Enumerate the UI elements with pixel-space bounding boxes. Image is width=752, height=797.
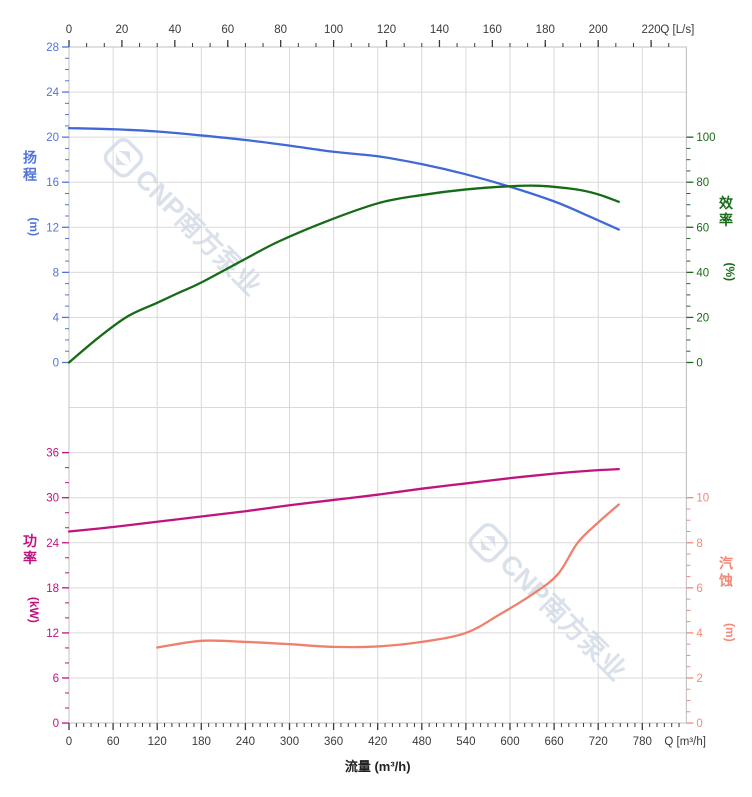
left-y-tick-label: 4 [53, 312, 60, 324]
left-y-tick-label: 0 [53, 357, 59, 369]
right-y-tick-label: 10 [696, 493, 709, 505]
bottom-x-tick-label: 600 [500, 736, 519, 748]
right-axis-title-char: 效 [719, 195, 734, 211]
bottom-x-tick-label: 480 [412, 736, 431, 748]
top-x-tick-label: 40 [168, 24, 181, 36]
bottom-x-tick-label: 300 [280, 736, 299, 748]
curve-扬程 H [67, 126, 620, 231]
top-x-tick-label: 220 [642, 24, 661, 36]
top-x-tick-label: 60 [221, 24, 234, 36]
right-axis-title-char: 蚀 [718, 572, 733, 588]
bottom-x-tick-label: 360 [324, 736, 343, 748]
left-y-tick-label: 28 [46, 42, 59, 54]
curve-效率 η [67, 184, 620, 364]
right-y-tick-label: 2 [696, 673, 702, 685]
gridlines [68, 46, 687, 724]
right-y-tick-label: 0 [696, 718, 702, 730]
right-y-tick-label: 4 [696, 628, 703, 640]
x-axis-title: 流量 (m³/h) [345, 759, 411, 774]
right-y-tick-label: 100 [696, 132, 715, 144]
top-x-tick-label: 20 [116, 24, 129, 36]
watermark-text: CNP南方泵业 [129, 163, 268, 302]
bottom-x-tick-label: 0 [66, 736, 72, 748]
top-x-tick-label: 100 [324, 24, 343, 36]
left-axis-title-char: 程 [23, 167, 37, 183]
top-x-axis: 0 20 40 60 80 100 120 140 160 180 200 220 Q [L/s] [66, 24, 694, 47]
left-y-tick-label: 30 [46, 493, 59, 505]
bottom-x-tick-label: 720 [589, 736, 608, 748]
bottom-x-tick-label: 240 [236, 736, 255, 748]
top-x-axis-unit: Q [L/s] [660, 24, 694, 36]
left-y-tick-label: 18 [46, 583, 59, 595]
cnp-logo-icon [103, 138, 144, 178]
left-y-tick-label: 16 [46, 177, 59, 189]
right-y-tick-label: 60 [696, 222, 709, 234]
right-y-tick-label: 20 [696, 312, 709, 324]
right-axis-title-char: 率 [719, 212, 733, 228]
right-y-tick-label: 8 [696, 538, 702, 550]
right-axis-title-char: 汽 [719, 555, 733, 571]
right-axis-unit: (%) [723, 262, 737, 281]
top-x-tick-label: 120 [377, 24, 396, 36]
top-x-tick-label: 80 [274, 24, 287, 36]
left-y-tick-label: 0 [53, 718, 59, 730]
left-y-tick-label: 6 [53, 673, 59, 685]
left-axis-title-char: 率 [23, 550, 37, 566]
bottom-x-axis-unit: Q [m³/h] [664, 736, 706, 748]
right-y-tick-label: 0 [696, 357, 702, 369]
left-y-tick-label: 24 [46, 538, 59, 550]
panel0-left-axis: 0 4 8 12 16 20 24 28 扬程 (m) [23, 42, 69, 369]
left-y-tick-label: 8 [53, 267, 59, 279]
left-y-tick-label: 24 [46, 87, 59, 99]
right-y-tick-label: 80 [696, 177, 709, 189]
bottom-x-tick-label: 420 [368, 736, 387, 748]
left-axis-unit: (kW) [27, 597, 41, 623]
top-x-tick-label: 0 [66, 24, 72, 36]
right-axis-unit: (m) [723, 623, 737, 642]
top-x-tick-label: 160 [483, 24, 502, 36]
left-axis-title-char: 功 [23, 533, 37, 549]
panel0-right-axis: 0 20 40 60 80 100 效率 (%) [686, 132, 737, 369]
left-y-tick-label: 12 [46, 222, 59, 234]
bottom-x-tick-label: 540 [456, 736, 475, 748]
right-y-tick-label: 6 [696, 583, 702, 595]
top-x-tick-label: 140 [430, 24, 449, 36]
top-x-tick-label: 200 [589, 24, 608, 36]
watermark-2: CNP南方泵业 [468, 523, 633, 686]
bottom-x-tick-label: 60 [107, 736, 120, 748]
bottom-x-tick-label: 180 [192, 736, 211, 748]
curve-功率 P [67, 468, 620, 533]
cnp-logo-icon [468, 523, 509, 563]
bottom-x-tick-label: 120 [148, 736, 167, 748]
left-y-tick-label: 20 [46, 132, 59, 144]
left-axis-unit: (m) [27, 217, 41, 236]
bottom-x-axis: 0 60 120 180 240 300 360 420 480 540 600 660 720 780 Q… [66, 723, 706, 774]
left-y-tick-label: 12 [46, 628, 59, 640]
panel1-left-axis: 0 6 12 18 24 30 36 功率 (kW) [23, 448, 69, 730]
bottom-x-tick-label: 780 [633, 736, 652, 748]
bottom-x-tick-label: 660 [545, 736, 564, 748]
curve-汽蚀 NPSH [156, 503, 620, 649]
right-y-tick-label: 40 [696, 267, 709, 279]
left-y-tick-label: 36 [46, 448, 59, 460]
left-axis-title-char: 扬 [23, 150, 37, 166]
watermark-1: CNP南方泵业 [103, 138, 268, 302]
top-x-tick-label: 180 [536, 24, 555, 36]
panel1-right-axis: 0 2 4 6 8 10 汽蚀 (m) [686, 493, 737, 730]
